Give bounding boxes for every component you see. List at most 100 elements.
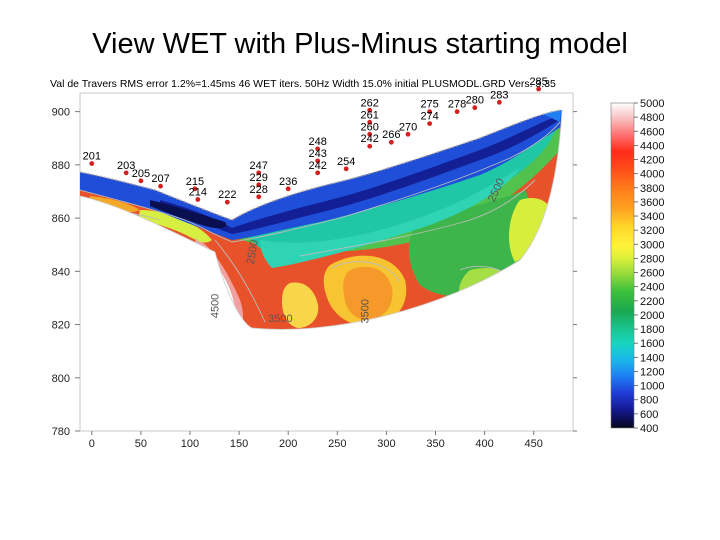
receiver-marker [256,182,262,188]
surface-profile [79,109,563,221]
x-tick-label: 450 [525,438,543,450]
receiver-label: 247 [250,160,268,172]
colorbar-labels: 5000 4800 4600 4400 4200 4000 3800 3600 3400 3200… [634,98,664,435]
receiver-marker [472,105,478,111]
contour-label: 4500 [209,294,221,318]
receiver-label: 222 [218,189,236,201]
x-tick-label: 100 [181,438,199,450]
receiver-label: 278 [448,99,466,111]
receiver-marker [367,131,373,137]
y-tick-label: 840 [52,266,70,278]
receiver-marker [367,119,373,125]
x-tick-label: 300 [377,438,395,450]
colorbar-label: 1600 [640,338,664,350]
receiver-label: 270 [399,121,417,133]
y-axis: 780 800 820 840 860 880 900 [52,107,577,438]
colorbar-label: 2000 [640,310,664,322]
receiver-marker [123,170,129,176]
receiver-marker [195,197,201,202]
section-outline [79,109,563,330]
colorbar-label: 4400 [640,140,664,152]
colorbar-label: 4800 [640,112,664,124]
figure-caption: Val de Travers RMS error 1.2%=1.45ms 46 … [50,78,556,90]
receiver-marker [388,139,394,145]
y-tick-label: 900 [52,107,70,119]
receiver-label: 261 [361,109,379,121]
receiver-marker [192,186,198,192]
colorbar-label: 1400 [640,352,664,364]
colorbar-label: 2600 [640,268,664,280]
receiver-marker [158,183,163,189]
colorbar-label: 4600 [640,126,664,138]
receiver-marker [367,107,373,113]
colorbar-label: 4000 [640,169,664,181]
receiver-label: 228 [250,184,268,196]
receiver-marker [315,146,321,152]
x-tick-label: 200 [279,438,297,450]
contour-label: 3500 [268,313,292,325]
receiver-label: 207 [151,173,169,185]
y-tick-label: 860 [52,213,70,225]
receiver-marker [224,199,230,205]
receiver-marker [427,109,433,115]
y-tick-label: 820 [52,320,70,332]
receiver-label: 236 [279,176,297,188]
receiver-label: 274 [420,111,438,123]
receiver-marker [536,86,542,92]
receiver-label: 280 [466,95,484,107]
receiver-label: 285 [529,76,547,88]
y-tick-label: 880 [52,160,70,172]
receiver-marker [367,143,373,149]
receiver-label: 266 [382,129,400,141]
receiver-marker [256,170,262,176]
x-tick-label: 0 [89,438,95,450]
colorbar-label: 600 [640,409,658,421]
receiver-label: 262 [361,97,379,109]
receiver-label: 260 [361,121,379,133]
receiver-label: 242 [308,160,326,172]
receiver-label: 243 [308,148,326,160]
y-tick-label: 780 [52,426,70,438]
colorbar-label: 3000 [640,239,664,251]
x-axis: 0 50 100 150 200 250 300 350 400 450 [89,431,543,450]
colorbar-label: 4200 [640,155,664,167]
x-tick-label: 250 [328,438,346,450]
receiver-marker [496,99,502,105]
receiver-label: 205 [132,168,150,180]
colorbar-label: 3800 [640,183,664,195]
x-tick-label: 50 [135,438,147,450]
receiver-marker [454,109,460,115]
receiver-label: 214 [189,186,207,198]
colorbar-label: 2800 [640,253,664,265]
receiver-label: 242 [361,133,379,145]
colorbar-label: 1800 [640,324,664,336]
receiver-marker [256,194,262,200]
colorbar-label: 800 [640,395,658,407]
receiver-marker [138,178,144,184]
receiver-marker [285,186,291,192]
colorbar-label: 1000 [640,381,664,393]
colorbar-label: 3400 [640,211,664,223]
receiver-label: 283 [490,89,508,101]
receiver-label: 201 [83,151,101,163]
receiver-marker [405,131,411,137]
x-tick-label: 350 [426,438,444,450]
colorbar-label: 5000 [640,98,664,110]
colorbar [610,102,635,429]
contour-label: 3500 [360,299,372,323]
receiver-label: 248 [308,136,326,148]
receiver-marker [315,170,321,176]
colorbar-label: 1200 [640,366,664,378]
receiver-marker [315,158,321,164]
receiver-marker [343,166,349,172]
colorbar-label: 3200 [640,225,664,237]
colorbar-label: 2200 [640,296,664,308]
x-tick-label: 150 [230,438,248,450]
receiver-marker [89,161,95,166]
contour-label: 2500 [245,239,261,265]
receiver-label: 275 [420,99,438,111]
receiver-label: 229 [250,172,268,184]
